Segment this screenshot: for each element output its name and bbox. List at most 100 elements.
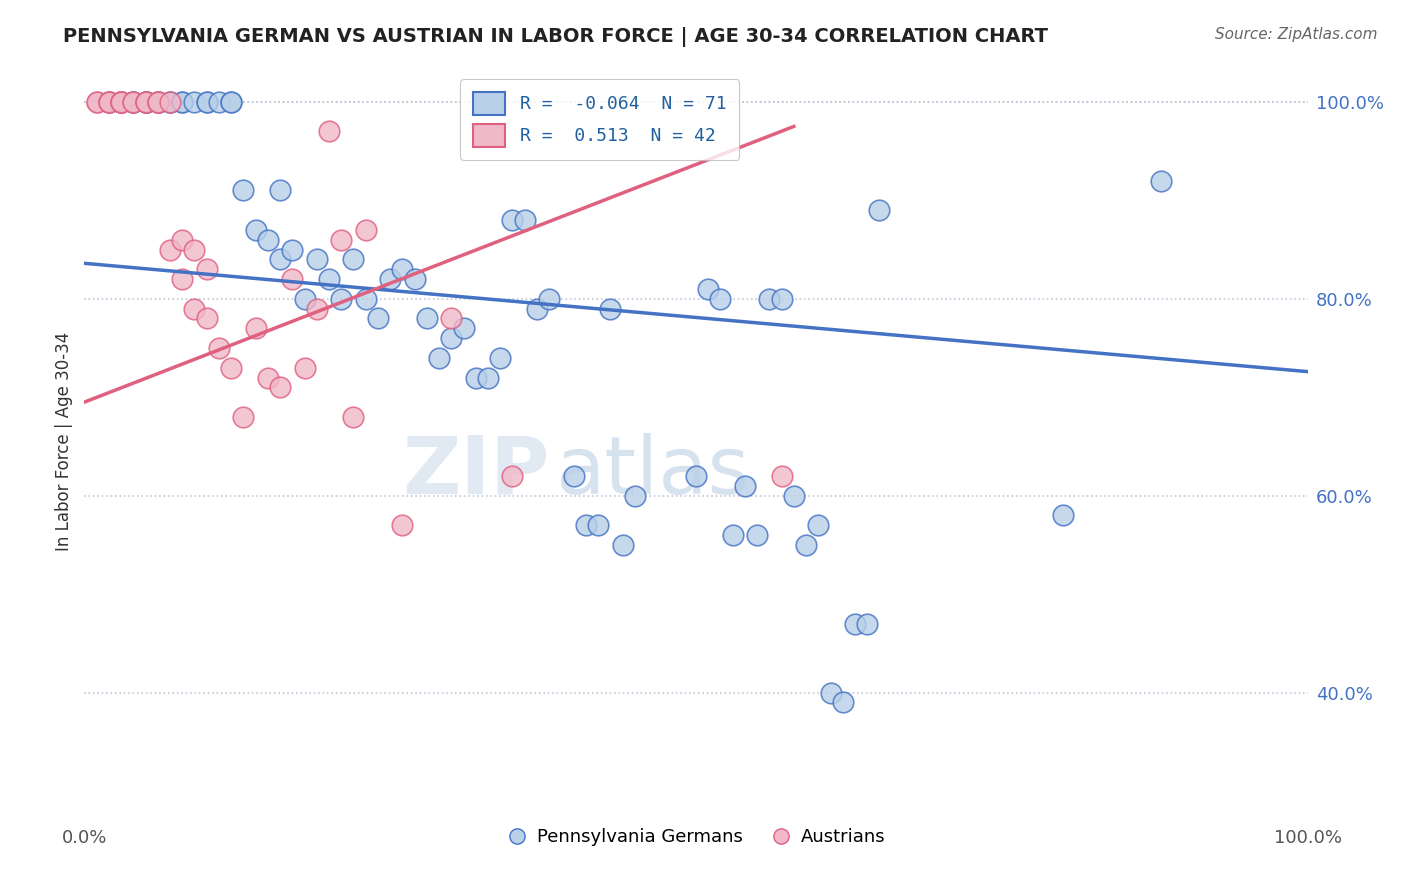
Point: [172, 95, 194, 109]
Point: [183, 301, 205, 316]
Point: [513, 213, 536, 227]
Point: [232, 184, 254, 198]
Point: [257, 370, 280, 384]
Point: [135, 95, 157, 109]
Point: [330, 233, 353, 247]
Point: [245, 223, 267, 237]
Point: [747, 528, 769, 542]
Point: [489, 351, 512, 365]
Point: [135, 95, 157, 109]
Point: [380, 272, 402, 286]
Point: [281, 243, 304, 257]
Text: PENNSYLVANIA GERMAN VS AUSTRIAN IN LABOR FORCE | AGE 30-34 CORRELATION CHART: PENNSYLVANIA GERMAN VS AUSTRIAN IN LABOR…: [63, 27, 1049, 46]
Point: [110, 95, 132, 109]
Point: [110, 95, 132, 109]
Point: [391, 262, 413, 277]
Point: [135, 95, 157, 109]
Point: [208, 341, 231, 355]
Point: [195, 311, 218, 326]
Point: [294, 292, 316, 306]
Point: [122, 95, 145, 109]
Point: [97, 95, 120, 109]
Point: [526, 301, 548, 316]
Point: [172, 272, 194, 286]
Point: [453, 321, 475, 335]
Point: [122, 95, 145, 109]
Point: [305, 252, 328, 267]
Point: [86, 95, 108, 109]
Point: [110, 95, 132, 109]
Point: [538, 292, 561, 306]
Point: [612, 538, 634, 552]
Point: [758, 292, 780, 306]
Point: [135, 95, 157, 109]
Point: [599, 301, 621, 316]
Point: [269, 252, 291, 267]
Point: [159, 95, 181, 109]
Point: [770, 292, 793, 306]
Point: [844, 616, 866, 631]
Text: ZIP: ZIP: [402, 433, 550, 511]
Point: [427, 351, 450, 365]
Point: [183, 243, 205, 257]
Point: [391, 518, 413, 533]
Point: [172, 233, 194, 247]
Point: [257, 233, 280, 247]
Point: [172, 95, 194, 109]
Legend: Pennsylvania Germans, Austrians: Pennsylvania Germans, Austrians: [499, 821, 893, 854]
Point: [219, 95, 242, 109]
Point: [159, 95, 181, 109]
Point: [110, 95, 132, 109]
Point: [404, 272, 426, 286]
Point: [294, 360, 316, 375]
Point: [208, 95, 231, 109]
Point: [794, 538, 817, 552]
Point: [464, 370, 486, 384]
Point: [354, 223, 377, 237]
Point: [122, 95, 145, 109]
Point: [269, 380, 291, 394]
Point: [734, 479, 756, 493]
Point: [183, 95, 205, 109]
Point: [783, 489, 806, 503]
Point: [269, 184, 291, 198]
Point: [831, 696, 853, 710]
Point: [110, 95, 132, 109]
Point: [318, 124, 340, 138]
Point: [219, 95, 242, 109]
Point: [330, 292, 353, 306]
Point: [195, 95, 218, 109]
Point: [697, 282, 720, 296]
Point: [135, 95, 157, 109]
Text: atlas: atlas: [555, 433, 749, 511]
Point: [135, 95, 157, 109]
Point: [86, 95, 108, 109]
Point: [232, 409, 254, 424]
Point: [685, 469, 707, 483]
Point: [219, 360, 242, 375]
Point: [709, 292, 731, 306]
Point: [440, 331, 463, 345]
Point: [146, 95, 169, 109]
Point: [416, 311, 439, 326]
Point: [110, 95, 132, 109]
Point: [869, 203, 891, 218]
Point: [1150, 173, 1173, 187]
Point: [159, 243, 181, 257]
Point: [342, 252, 364, 267]
Point: [245, 321, 267, 335]
Point: [770, 469, 793, 483]
Point: [318, 272, 340, 286]
Point: [97, 95, 120, 109]
Point: [354, 292, 377, 306]
Y-axis label: In Labor Force | Age 30-34: In Labor Force | Age 30-34: [55, 332, 73, 551]
Point: [562, 469, 585, 483]
Point: [305, 301, 328, 316]
Point: [281, 272, 304, 286]
Point: [97, 95, 120, 109]
Text: Source: ZipAtlas.com: Source: ZipAtlas.com: [1215, 27, 1378, 42]
Point: [342, 409, 364, 424]
Point: [1052, 508, 1074, 523]
Point: [122, 95, 145, 109]
Point: [477, 370, 499, 384]
